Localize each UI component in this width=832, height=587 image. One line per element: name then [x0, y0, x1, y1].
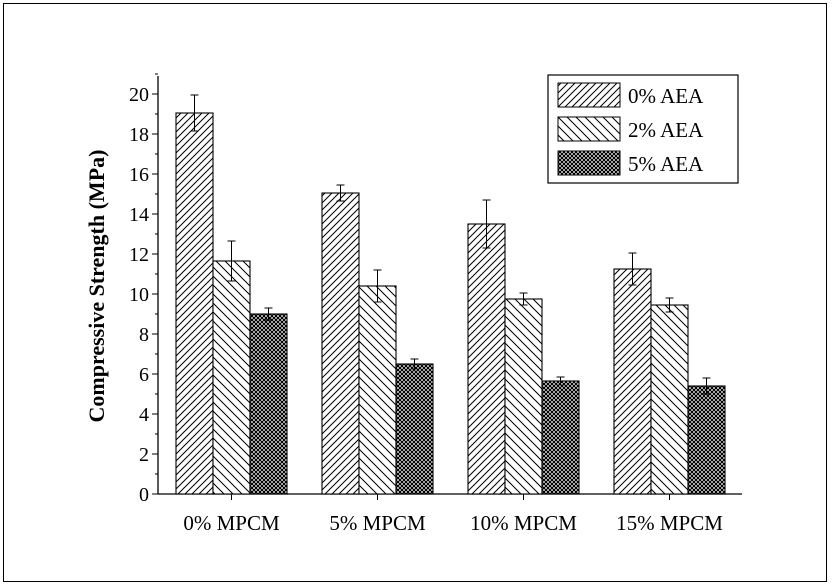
- y-tick-label: 18: [129, 124, 149, 146]
- y-tick-label: 0: [139, 484, 149, 506]
- legend-swatch: [557, 116, 621, 142]
- x-category-label: 10% MPCM: [470, 511, 577, 535]
- error-bars: [190, 94, 711, 395]
- legend-swatch: [557, 150, 621, 176]
- bar: [504, 298, 543, 495]
- x-category-label: 5% MPCM: [329, 511, 426, 535]
- x-category-label: 0% MPCM: [183, 511, 280, 535]
- legend: 0% AEA 2% AEA 5% AEA: [547, 74, 739, 184]
- bar: [395, 363, 434, 495]
- bar: [650, 304, 689, 495]
- y-tick-label: 20: [129, 84, 149, 106]
- x-category-label: 15% MPCM: [616, 511, 723, 535]
- bar: [541, 380, 580, 495]
- bar: [467, 223, 506, 495]
- bar: [687, 385, 726, 495]
- legend-label: 2% AEA: [628, 118, 704, 142]
- y-tick-label: 14: [129, 204, 149, 226]
- y-tick-label: 12: [129, 244, 149, 266]
- bar: [613, 268, 652, 495]
- bar: [249, 313, 288, 495]
- y-tick-label: 16: [129, 164, 149, 186]
- bar: [212, 260, 251, 495]
- legend-label: 0% AEA: [628, 84, 704, 108]
- bar: [175, 112, 214, 495]
- bars: [175, 112, 726, 495]
- y-tick-label: 6: [139, 364, 149, 386]
- bar: [358, 285, 397, 495]
- y-tick-label: 4: [139, 404, 149, 426]
- legend-swatch: [557, 82, 621, 108]
- y-tick-label: 10: [129, 284, 149, 306]
- y-tick-label: 2: [139, 444, 149, 466]
- y-tick-label: 8: [139, 324, 149, 346]
- legend-label: 5% AEA: [628, 152, 704, 176]
- bar: [321, 192, 360, 495]
- y-axis-label: Compressive Strength (MPa): [84, 150, 109, 423]
